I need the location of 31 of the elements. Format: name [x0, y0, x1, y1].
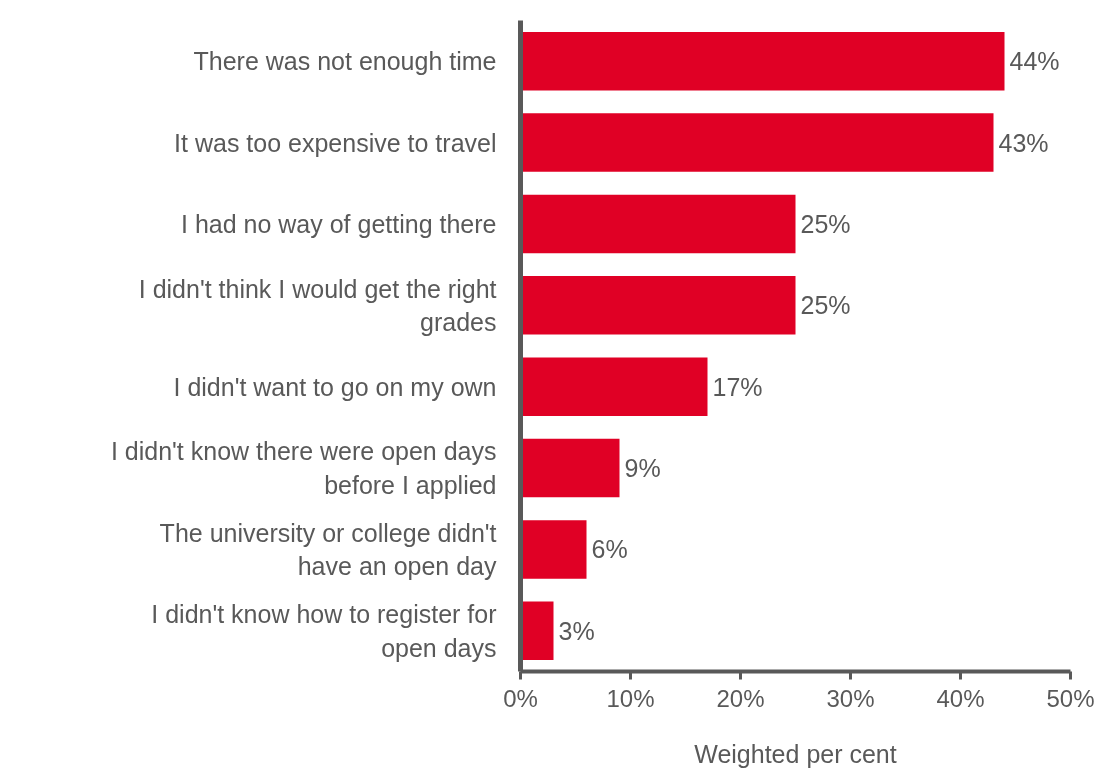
data-label: 3% — [558, 616, 595, 645]
bar — [520, 31, 1005, 91]
x-tick-label: 50% — [1046, 684, 1095, 712]
y-tick-label: There was not enough time — [193, 47, 497, 76]
bar — [520, 601, 554, 661]
data-label: 9% — [624, 454, 661, 483]
data-label: 43% — [998, 128, 1049, 157]
bar — [520, 276, 796, 335]
x-tick-label: 30% — [826, 684, 875, 712]
bar — [520, 194, 796, 254]
data-label: 25% — [800, 209, 851, 238]
data-label: 17% — [712, 372, 763, 401]
data-label: 25% — [800, 291, 851, 320]
y-tick-label: I didn't know there were open days before I applied — [110, 437, 497, 499]
y-tick-label: I had no way of getting there — [181, 209, 497, 238]
y-tick-label: The university or college didn't have an open day — [159, 518, 497, 581]
bar — [520, 357, 708, 416]
x-axis-title: Weighted per cent — [694, 739, 897, 768]
x-tick-label: 0% — [503, 684, 538, 712]
x-tick-label: 20% — [716, 684, 765, 712]
data-label: 6% — [591, 535, 628, 564]
bar — [520, 438, 620, 498]
data-label: 44% — [1009, 47, 1060, 76]
y-tick-label: I didn't know how to register for open days — [151, 600, 497, 662]
x-tick-label: 10% — [606, 684, 655, 712]
bar — [520, 113, 994, 172]
y-tick-label: I didn't want to go on my own — [173, 372, 497, 401]
x-tick-label: 40% — [936, 684, 985, 712]
y-tick-label: It was too expensive to travel — [174, 128, 497, 157]
bar — [520, 520, 587, 579]
y-tick-label: I didn't think I would get the right grades — [138, 274, 497, 337]
